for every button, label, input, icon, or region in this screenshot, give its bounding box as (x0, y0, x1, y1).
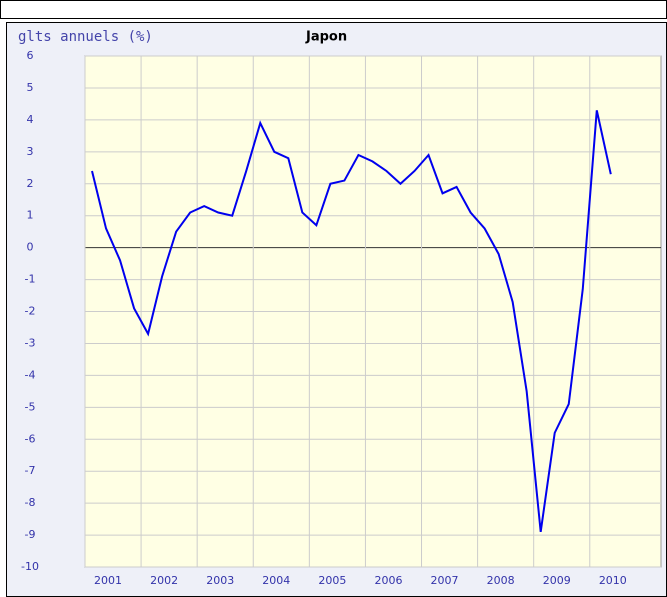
y-tick-label: 1 (27, 209, 34, 222)
x-tick-label: 2008 (487, 574, 515, 587)
y-tick-label: 2 (27, 177, 34, 190)
y-tick-label: 3 (27, 145, 34, 158)
x-tick-label: 2001 (94, 574, 122, 587)
x-tick-label: 2003 (206, 574, 234, 587)
y-tick-label: -4 (25, 368, 36, 381)
y-tick-label: -6 (25, 432, 36, 445)
x-tick-label: 2010 (599, 574, 627, 587)
x-tick-label: 2002 (150, 574, 178, 587)
y-tick-label: 5 (27, 81, 34, 94)
line-series (91, 110, 612, 533)
top-bar (0, 0, 667, 19)
y-tick-label: -9 (25, 528, 36, 541)
x-tick-label: 2009 (543, 574, 571, 587)
x-tick-label: 2005 (318, 574, 346, 587)
y-tick-label: 0 (27, 241, 34, 254)
y-tick-label: -8 (25, 496, 36, 509)
y-tick-label: 6 (27, 49, 34, 62)
y-tick-label: -5 (25, 400, 36, 413)
y-tick-label: -7 (25, 464, 36, 477)
y-tick-label: -10 (21, 560, 39, 573)
x-tick-label: 2007 (431, 574, 459, 587)
y-tick-label: 4 (27, 113, 34, 126)
x-tick-label: 2004 (262, 574, 290, 587)
y-tick-label: -3 (25, 336, 36, 349)
chart-title: Japon (305, 30, 347, 45)
y-axis-label: glts annuels (%) (18, 29, 153, 45)
y-tick-label: -2 (25, 305, 36, 318)
x-tick-label: 2006 (374, 574, 402, 587)
y-tick-label: -1 (25, 273, 36, 286)
